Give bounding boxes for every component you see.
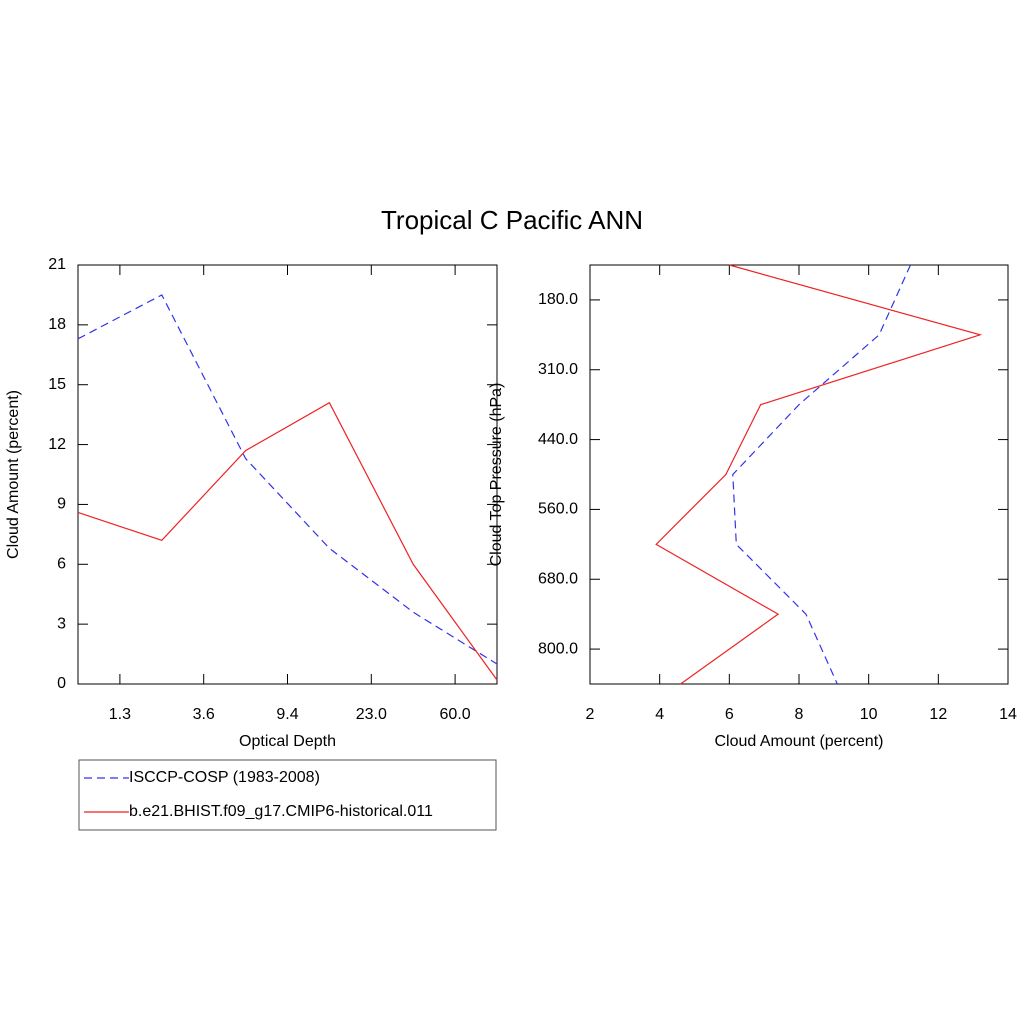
x-axis-label: Cloud Amount (percent) xyxy=(715,733,884,750)
x-tick-label: 14 xyxy=(999,706,1017,723)
y-tick-label: 0 xyxy=(57,675,66,692)
y-tick-label: 560.0 xyxy=(538,501,578,518)
series-line xyxy=(77,294,498,665)
plot-frame xyxy=(77,264,498,685)
series-line xyxy=(732,264,912,685)
x-tick-label: 8 xyxy=(795,706,804,723)
x-tick-label: 2 xyxy=(586,706,595,723)
legend-label: ISCCP-COSP (1983-2008) xyxy=(129,769,320,786)
x-axis-label: Optical Depth xyxy=(239,733,336,750)
x-tick-label: 1.3 xyxy=(109,706,131,723)
plot-frame xyxy=(589,264,1009,685)
x-tick-label: 23.0 xyxy=(356,706,387,723)
y-tick-label: 6 xyxy=(57,556,66,573)
y-axis-label: Cloud Top Pressure (hPa) xyxy=(488,383,505,567)
x-tick-label: 3.6 xyxy=(193,706,215,723)
y-tick-label: 3 xyxy=(57,615,66,632)
y-tick-label: 15 xyxy=(48,376,66,393)
x-tick-label: 60.0 xyxy=(440,706,471,723)
y-tick-label: 800.0 xyxy=(538,640,578,657)
x-tick-label: 12 xyxy=(929,706,947,723)
y-tick-label: 180.0 xyxy=(538,291,578,308)
y-tick-label: 9 xyxy=(57,496,66,513)
y-tick-label: 310.0 xyxy=(538,361,578,378)
legend-box xyxy=(78,759,497,831)
y-tick-label: 12 xyxy=(48,436,66,453)
x-tick-label: 4 xyxy=(655,706,664,723)
y-axis-label: Cloud Amount (percent) xyxy=(5,390,22,559)
y-tick-label: 680.0 xyxy=(538,570,578,587)
series-line xyxy=(655,264,983,685)
y-tick-label: 21 xyxy=(48,256,66,273)
legend-label: b.e21.BHIST.f09_g17.CMIP6-historical.011 xyxy=(129,803,433,820)
y-tick-label: 18 xyxy=(48,316,66,333)
chart-title: Tropical C Pacific ANN xyxy=(381,205,643,235)
x-tick-label: 9.4 xyxy=(276,706,298,723)
y-tick-label: 440.0 xyxy=(538,431,578,448)
x-tick-label: 10 xyxy=(860,706,878,723)
x-tick-label: 6 xyxy=(725,706,734,723)
series-line xyxy=(77,401,498,681)
